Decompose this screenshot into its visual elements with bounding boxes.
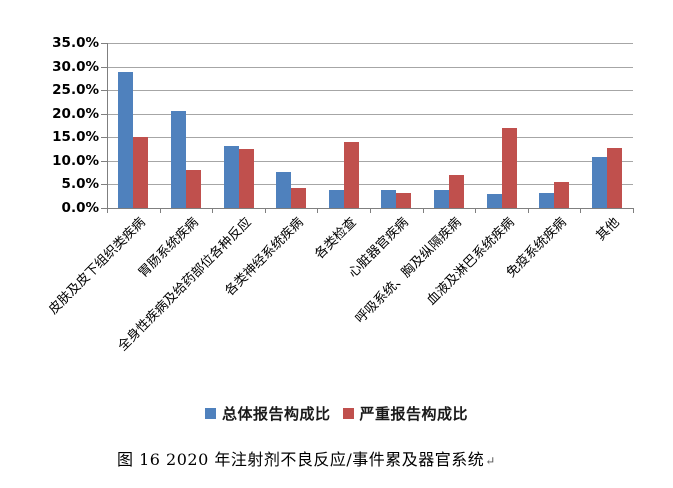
- x-axis-tick: [264, 208, 266, 213]
- x-axis-tick: [107, 208, 108, 213]
- x-category-label: 皮肤及皮下组织类疾病: [46, 215, 149, 318]
- x-axis-tick: [580, 208, 582, 213]
- x-axis-tick: [422, 208, 424, 213]
- y-axis-tick-label: 25.0%: [52, 82, 99, 99]
- bar-overall-6: [433, 190, 449, 208]
- gridline: [107, 90, 633, 92]
- gridline: [107, 160, 633, 162]
- bar-serious-3: [291, 188, 307, 208]
- y-axis-tick: [101, 66, 107, 68]
- x-axis-tick: [475, 208, 477, 213]
- y-axis-tick-label: 15.0%: [52, 129, 99, 146]
- bar-serious-2: [238, 149, 254, 208]
- bar-serious-6: [448, 175, 464, 208]
- x-axis-tick: [633, 208, 634, 213]
- bar-serious-7: [501, 128, 517, 208]
- x-axis-tick: [527, 208, 529, 213]
- legend-item-overall: 总体报告构成比: [204, 403, 331, 424]
- bar-overall-2: [223, 145, 239, 208]
- x-axis-tick: [159, 208, 161, 213]
- y-axis-tick: [101, 90, 107, 92]
- bar-serious-0: [133, 136, 149, 208]
- y-axis-tick: [101, 160, 107, 162]
- gridline: [107, 184, 633, 186]
- legend-label-serious: 严重报告构成比: [359, 405, 469, 423]
- figure-caption-text: 图 16 2020 年注射剂不良反应/事件累及器官系统: [117, 450, 485, 469]
- legend-label-overall: 总体报告构成比: [221, 405, 331, 423]
- y-axis-tick-label: 20.0%: [52, 105, 99, 122]
- gridline: [107, 43, 633, 44]
- bar-overall-3: [276, 172, 292, 208]
- legend-swatch-serious-icon: [342, 408, 354, 419]
- paragraph-return-mark: ↵: [485, 454, 496, 468]
- bar-overall-5: [381, 190, 397, 208]
- gridline: [107, 66, 633, 68]
- bar-serious-1: [185, 170, 201, 208]
- bar-serious-5: [396, 192, 412, 208]
- bar-overall-8: [539, 192, 555, 208]
- bar-overall-9: [591, 156, 607, 208]
- y-axis-tick: [101, 137, 107, 139]
- x-axis-tick: [317, 208, 319, 213]
- bar-serious-4: [343, 142, 359, 208]
- chart-legend: 总体报告构成比 严重报告构成比: [0, 403, 673, 424]
- y-axis-tick-label: 35.0%: [52, 35, 99, 51]
- gridline: [107, 113, 633, 115]
- y-axis-tick: [101, 43, 107, 44]
- y-axis-tick: [101, 113, 107, 115]
- y-axis-tick-label: 10.0%: [52, 152, 99, 169]
- y-axis-tick: [101, 208, 107, 209]
- bar-overall-7: [486, 193, 502, 208]
- x-axis-tick: [212, 208, 214, 213]
- y-axis-tick-label: 5.0%: [61, 176, 99, 193]
- y-axis-tick-label: 0.0%: [61, 200, 99, 216]
- y-axis-tick: [101, 184, 107, 186]
- y-axis-tick-label: 30.0%: [52, 58, 99, 75]
- bar-overall-4: [328, 190, 344, 208]
- legend-item-serious: 严重报告构成比: [342, 403, 469, 424]
- figure-caption: 图 16 2020 年注射剂不良反应/事件累及器官系统↵: [117, 446, 496, 470]
- gridline: [107, 137, 633, 139]
- bar-serious-8: [554, 181, 570, 208]
- bar-overall-1: [170, 110, 186, 208]
- legend-swatch-overall-icon: [204, 408, 216, 419]
- bar-serious-9: [606, 147, 622, 208]
- x-axis-tick: [370, 208, 371, 213]
- bar-overall-0: [118, 72, 134, 208]
- y-axis-line: [107, 43, 108, 209]
